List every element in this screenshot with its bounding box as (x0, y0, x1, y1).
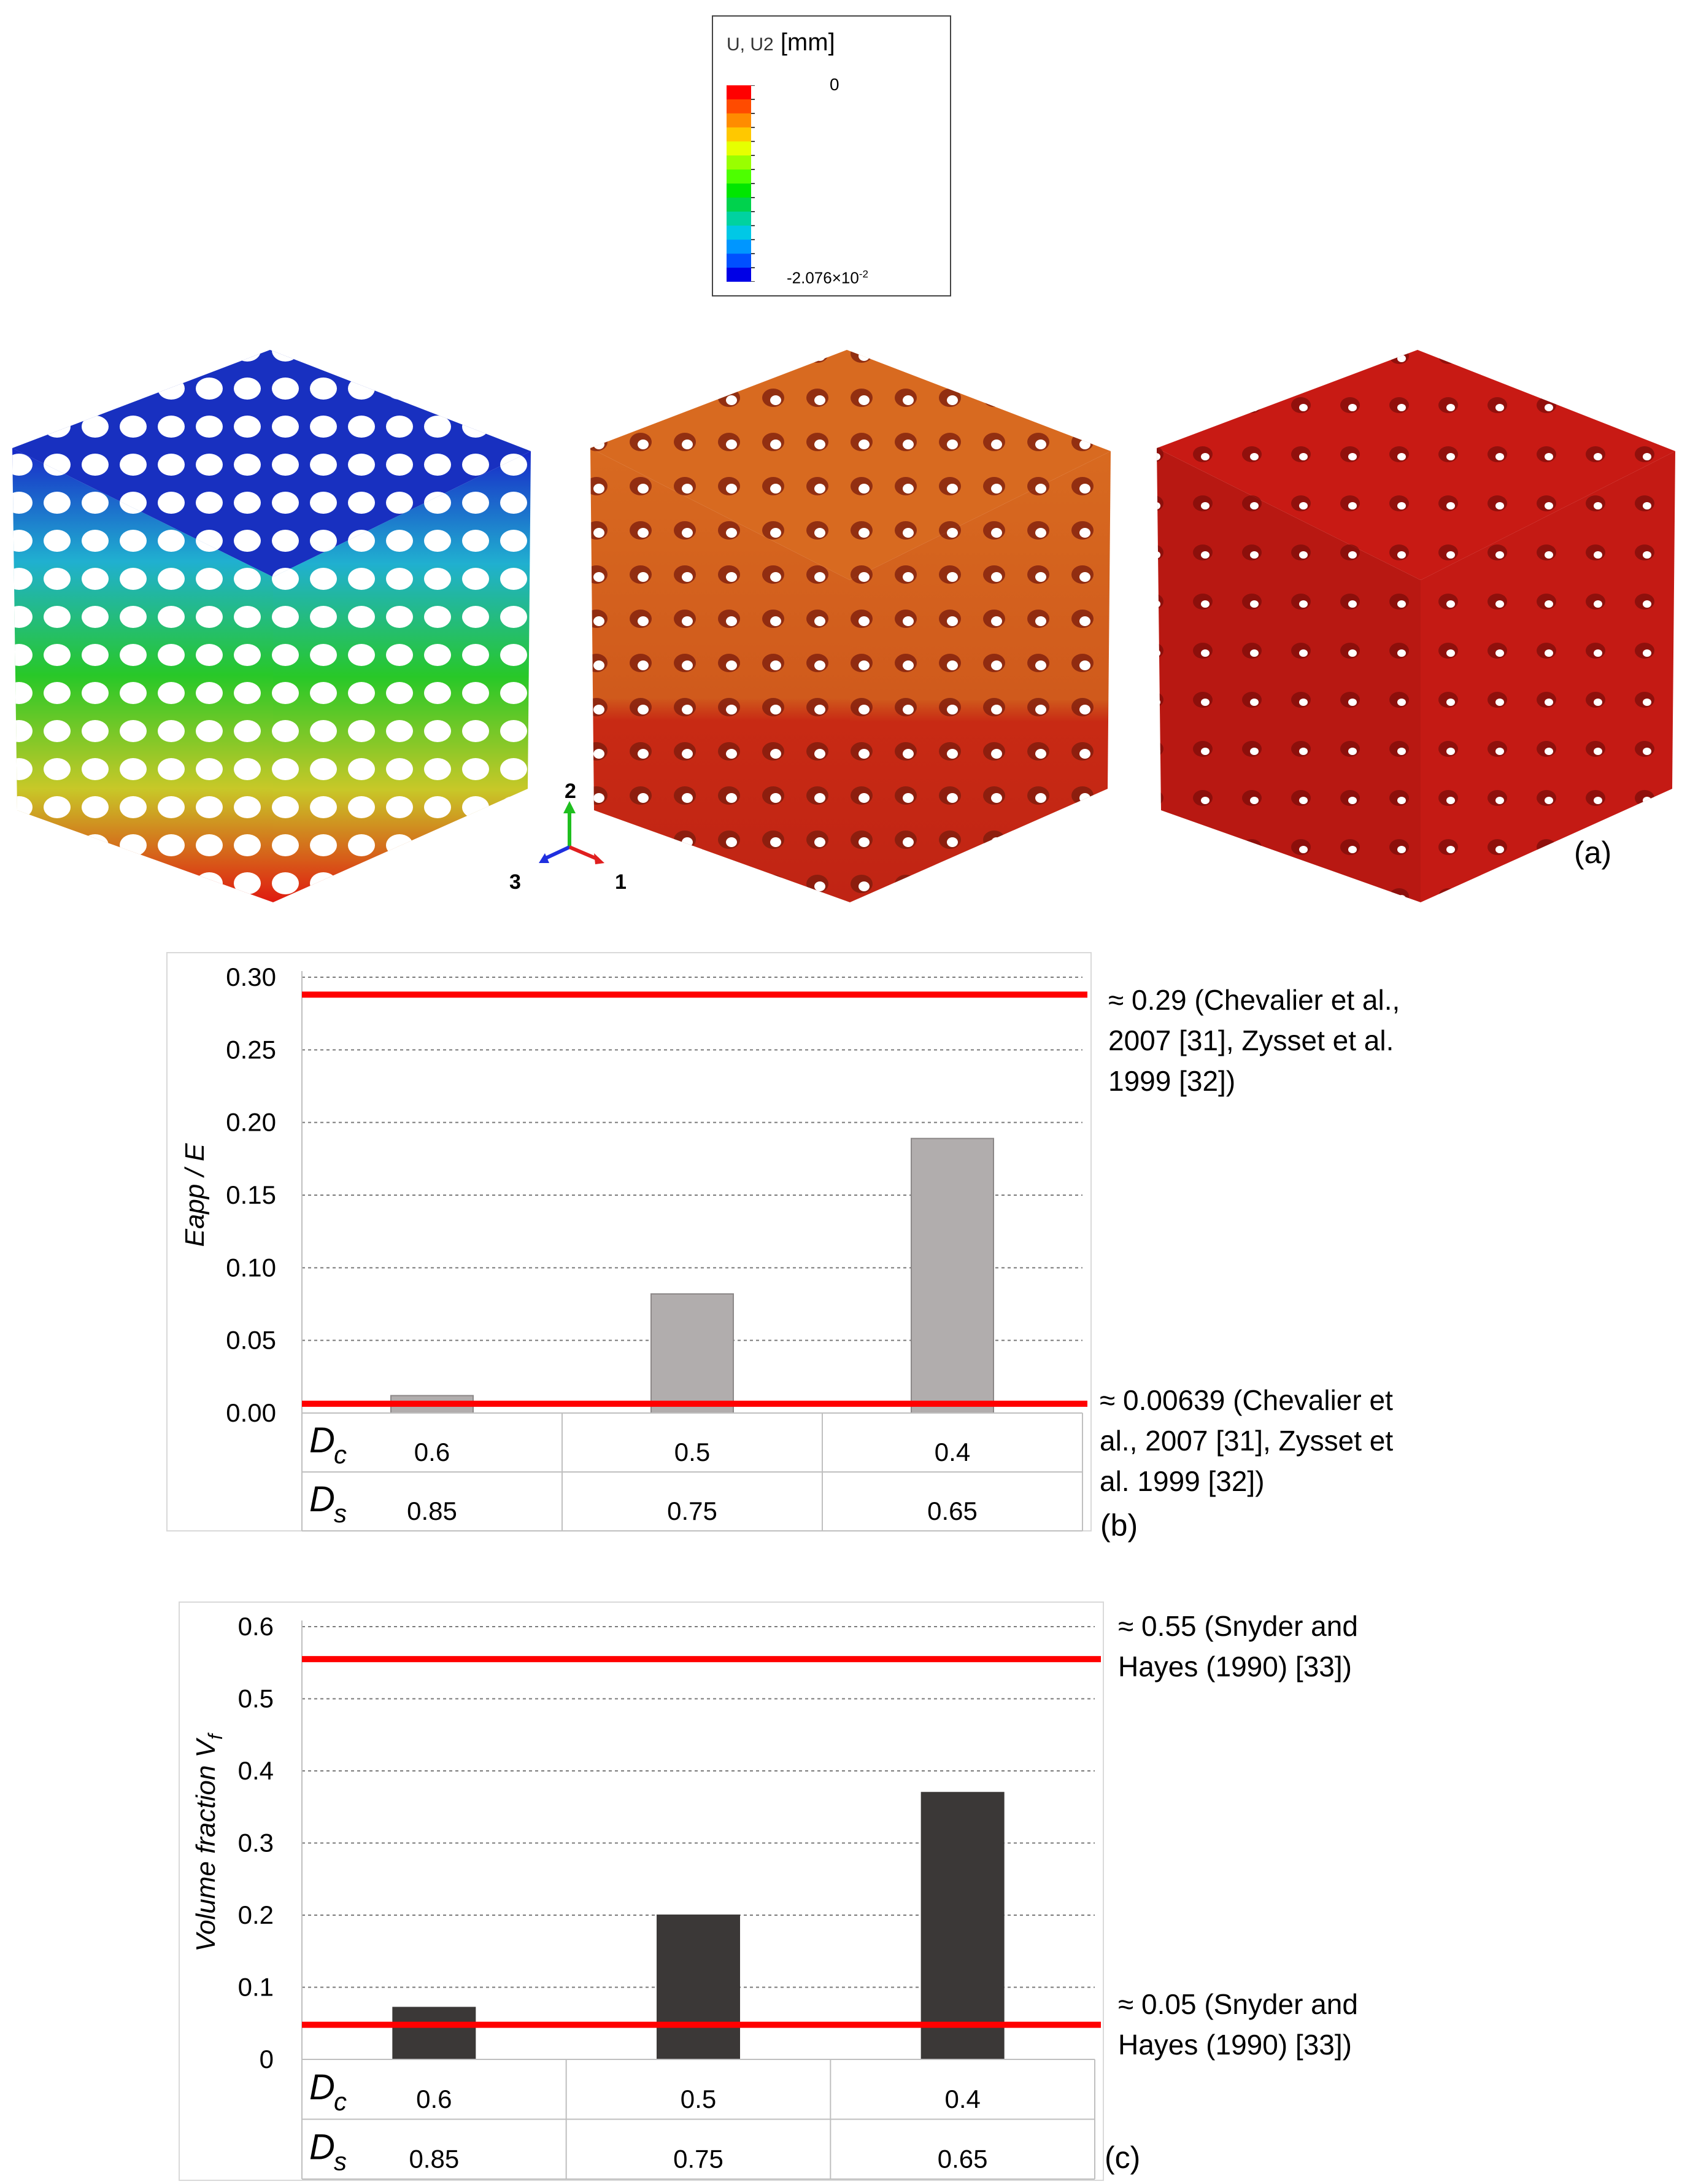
table-row-symbol: D (309, 2127, 335, 2167)
table-row-subscript: c (334, 2087, 347, 2116)
annotation-c-lower: ≈ 0.05 (Snyder and Hayes (1990) [33]) (1118, 1984, 1358, 2065)
colorbar-segment (727, 184, 751, 198)
annotation-b-upper: ≈ 0.29 (Chevalier et al., 2007 [31], Zys… (1108, 980, 1400, 1101)
colorbar-segment (727, 211, 751, 227)
y-axis-label: Volume fraction Vf (191, 1732, 226, 1952)
y-tick-label: 0.05 (226, 1326, 276, 1355)
y-axis-label-subscript: f (204, 1732, 226, 1740)
chart-c-group: 0 0.1 0.2 0.3 0.4 0.5 0.6 Dc 0.6 0.5 0.4 Ds 0.85 0.75… (179, 1601, 1104, 2181)
table-cell: 0.65 (938, 2144, 988, 2173)
table-row-symbol: D (309, 1479, 335, 1519)
chart-frame (179, 1601, 1104, 2181)
table-cell: 0.4 (944, 2085, 980, 2113)
legend-variable: U, U2 (727, 34, 774, 55)
colorbar-segment (727, 239, 751, 254)
colorbar-segment (727, 99, 751, 114)
annotation-b-lower: ≈ 0.00639 (Chevalier et al., 2007 [31], … (1100, 1380, 1393, 1501)
y-tick-label: 0 (260, 2045, 274, 2074)
axis-label-2: 2 (565, 780, 576, 803)
annotation-c-upper-line-1: ≈ 0.55 (Snyder and (1118, 1610, 1358, 1642)
axis-triad: 2 3 1 (509, 780, 627, 894)
table-cell: 0.4 (935, 1438, 970, 1466)
table-cell: 0.5 (681, 2085, 716, 2113)
annotation-b-upper-line-2: 2007 [31], Zysset et al. (1108, 1024, 1394, 1056)
legend-unit: [mm] (780, 29, 835, 56)
colorbar-segment (727, 113, 751, 128)
table-cell: 0.85 (407, 1497, 457, 1525)
annotation-b-upper-line-1: ≈ 0.29 (Chevalier et al., (1108, 984, 1400, 1016)
y-tick-label: 0.2 (238, 1900, 274, 1929)
colorbar-segment (727, 268, 751, 282)
displacement-contour-cube (12, 350, 531, 902)
table-row-subscript: c (334, 1440, 347, 1469)
table-cell: 0.75 (667, 1497, 717, 1525)
annotation-c-lower-line-2: Hayes (1990) [33]) (1118, 2029, 1352, 2061)
annotation-b-lower-line-1: ≈ 0.00639 (Chevalier et (1100, 1384, 1393, 1416)
table-cell: 0.75 (673, 2144, 723, 2173)
annotation-c-upper: ≈ 0.55 (Snyder and Hayes (1990) [33]) (1118, 1606, 1358, 1687)
cubes-panel: 2 3 1 (12, 350, 1675, 902)
y-tick-label: 0.25 (226, 1035, 276, 1064)
y-tick-label: 0.5 (238, 1684, 274, 1713)
bar (650, 1293, 734, 1414)
annotation-b-lower-line-2: al., 2007 [31], Zysset et (1100, 1425, 1394, 1457)
y-tick-label: 0.6 (238, 1612, 274, 1641)
bar (911, 1137, 994, 1414)
table-cell: 0.6 (414, 1438, 450, 1466)
table-cell: 0.6 (416, 2085, 452, 2113)
panel-label-b: (b) (1100, 1508, 1138, 1543)
legend-title: U, U2 [mm] (727, 29, 835, 56)
legend-max-label: 0 (830, 75, 839, 94)
colorbar-segment (727, 254, 751, 268)
table-row-subscript: s (334, 1499, 347, 1528)
solid-mesh-cube (1157, 350, 1675, 902)
y-tick-label: 0.4 (238, 1756, 274, 1785)
annotation-b-lower-line-3: al. 1999 [32]) (1100, 1465, 1265, 1497)
table-row-symbol: D (309, 1420, 335, 1460)
y-tick-label: 0.30 (226, 962, 276, 991)
contour-legend: U, U2 [mm] 0 -2.076×10-2 (712, 15, 951, 296)
legend-min-base: -2.076×10 (787, 268, 859, 287)
axis-label-1: 1 (615, 870, 627, 894)
colorbar-segment (727, 155, 751, 170)
bar (392, 2007, 476, 2060)
y-tick-label: 0.10 (226, 1253, 276, 1282)
table-cell: 0.5 (674, 1438, 710, 1466)
y-tick-label: 0.00 (226, 1398, 276, 1427)
axis-label-3: 3 (509, 870, 521, 894)
table-row-subscript: s (334, 2147, 347, 2175)
annotation-c-lower-line-1: ≈ 0.05 (Snyder and (1118, 1988, 1358, 2020)
annotation-c-upper-line-2: Hayes (1990) [33]) (1118, 1651, 1352, 1683)
panel-label-c: (c) (1105, 2140, 1141, 2175)
colorbar-segment (727, 85, 751, 100)
y-tick-label: 0.20 (226, 1108, 276, 1137)
y-axis-label: Eapp / E (180, 1143, 210, 1247)
chart-b-group: 0.00 0.05 0.10 0.15 0.20 0.25 0.30 Dc 0.6 0.5 0.4 D… (166, 952, 1092, 1532)
table-row-symbol: D (309, 2067, 335, 2107)
table-cell: 0.65 (927, 1497, 978, 1525)
colorbar-segment (727, 169, 751, 184)
bar (657, 1915, 740, 2060)
y-tick-label: 0.1 (238, 1973, 274, 2002)
colorbar-segment (727, 225, 751, 240)
legend-colorbar (727, 85, 755, 282)
colorbar-segment (727, 127, 751, 142)
compressed-mesh-cube (590, 350, 1111, 902)
annotation-b-upper-line-3: 1999 [32]) (1108, 1065, 1236, 1097)
panel-label-a: (a) (1574, 835, 1612, 870)
legend-min-exponent: -2 (859, 268, 868, 280)
y-tick-label: 0.15 (226, 1180, 276, 1209)
colorbar-segment (727, 141, 751, 156)
colorbar-segment (727, 197, 751, 212)
bar (920, 1792, 1005, 2060)
legend-min-label: -2.076×10-2 (787, 268, 868, 288)
table-cell: 0.85 (409, 2144, 459, 2173)
y-tick-label: 0.3 (238, 1829, 274, 1857)
